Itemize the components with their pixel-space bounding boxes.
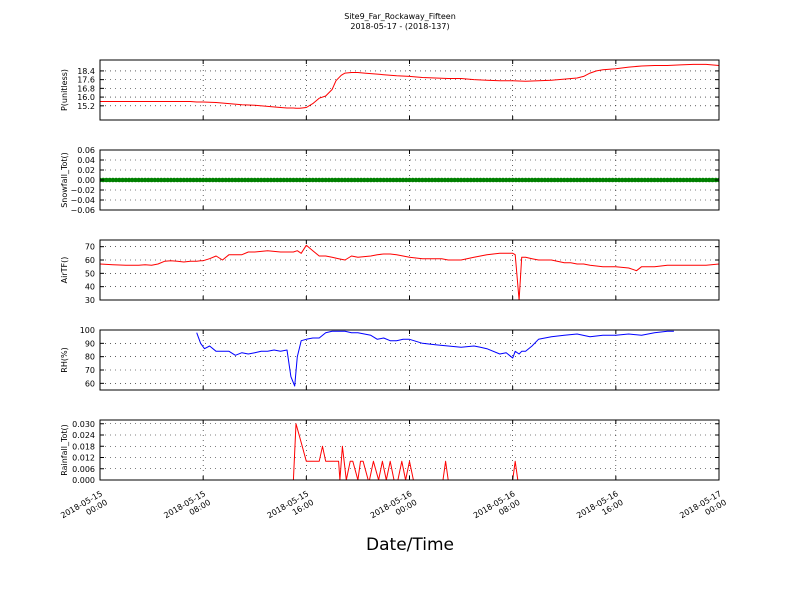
- y-tick-label: 0.030: [72, 420, 95, 429]
- panel-2: −0.06−0.04−0.020.000.020.040.06 Snowfall_…: [60, 146, 720, 215]
- y-tick-label: 100: [80, 326, 95, 335]
- y-tick-label: 0.018: [72, 442, 95, 451]
- y-tick-label: 0.06: [77, 146, 95, 155]
- y-tick-label: 30: [85, 296, 95, 305]
- y-tick-label: −0.06: [70, 206, 95, 215]
- panel-4: 60 70 80 90 100 RH(%): [60, 326, 720, 391]
- series-line: [100, 244, 719, 300]
- y-tick-label: 0.000: [72, 476, 95, 485]
- y-tick-label: 60: [85, 379, 95, 388]
- y-tick-label: −0.02: [70, 186, 95, 195]
- y-tick-label: 70: [85, 366, 95, 375]
- y-tick-label: 16.8: [77, 84, 95, 93]
- y-tick-label: 17.6: [77, 76, 95, 85]
- grid: [99, 60, 720, 120]
- series-group: [100, 244, 719, 300]
- y-tick-label: −0.04: [70, 196, 95, 205]
- y-tick-label: 60: [85, 256, 95, 265]
- grid: [99, 420, 720, 481]
- y-tick-label: 0.024: [72, 431, 95, 440]
- y-axis-label: RH(%): [60, 347, 69, 372]
- grid: [99, 240, 720, 301]
- series-line: [196, 330, 674, 387]
- y-tick-label: 0.012: [72, 454, 95, 463]
- y-tick-label: 15.2: [77, 102, 95, 111]
- y-tick-label: 40: [85, 283, 95, 292]
- y-tick-label: 90: [85, 339, 95, 348]
- series-group: [100, 177, 719, 183]
- figure-title: Site9_Far_Rockaway_Fifteen: [344, 12, 456, 21]
- series-line: [100, 423, 719, 480]
- panel-1: 15.216.016.817.618.4 P(unitless): [60, 59, 720, 121]
- series-group: [100, 423, 719, 480]
- y-tick-label: 70: [85, 243, 95, 252]
- y-axis-label: Rainfall_Tot(): [60, 424, 69, 476]
- y-tick-label: 80: [85, 353, 95, 362]
- y-tick-label: 0.006: [72, 465, 95, 474]
- y-tick-label: 0.02: [77, 166, 95, 175]
- panel-3: 30 40 50 60 70 AirTF(): [60, 239, 720, 305]
- panel-5: 0.000 0.006 0.012 0.018 0.024 0.030Rainfall_T…: [60, 419, 720, 485]
- series-line: [100, 63, 719, 109]
- y-tick-label: 0.04: [77, 156, 95, 165]
- x-axis-label: Date/Time: [366, 535, 454, 555]
- y-axis-label: AirTF(): [60, 257, 69, 284]
- panels: 15.216.016.817.618.4P(unitless)−0.06−0.0…: [60, 59, 720, 485]
- y-axis-label: Snowfall_Tot(): [60, 152, 69, 208]
- y-axis-label: P(unitless): [60, 69, 69, 111]
- figure-subtitle: 2018-05-17 - (2018-137): [350, 22, 449, 31]
- y-tick-label: 50: [85, 269, 95, 278]
- series-group: [196, 330, 674, 387]
- y-tick-label: 16.0: [77, 93, 95, 102]
- y-tick-label: 18.4: [77, 67, 95, 76]
- y-tick-label: 0.00: [77, 176, 95, 185]
- series-group: [100, 63, 719, 109]
